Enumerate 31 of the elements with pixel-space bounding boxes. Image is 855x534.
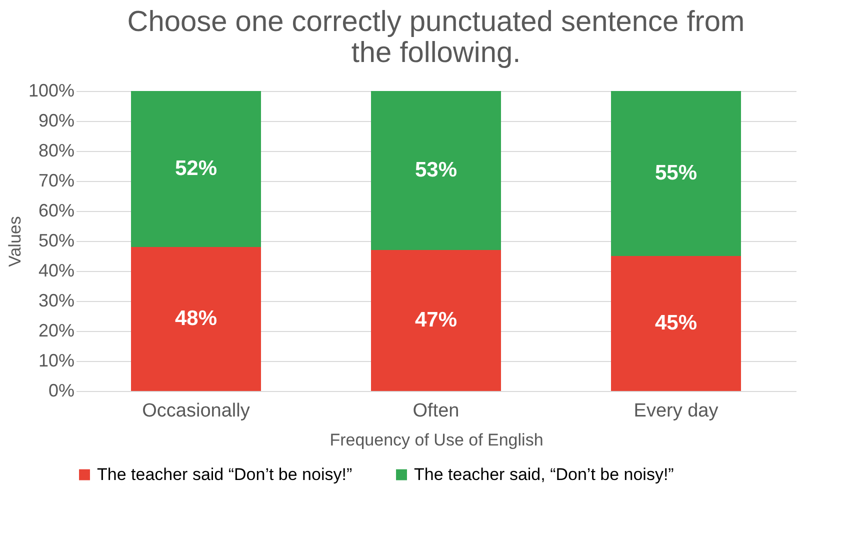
data-label: 55%: [654, 162, 698, 184]
y-tick-label: 90%: [38, 110, 74, 130]
data-label: 53%: [414, 158, 458, 182]
bar: [371, 250, 501, 391]
y-axis-title: Values: [5, 216, 24, 267]
bar: [611, 256, 741, 391]
bar: [371, 91, 501, 250]
y-tick-label: 70%: [38, 170, 74, 190]
data-label: 45%: [654, 312, 698, 334]
y-tick-label: 80%: [38, 140, 74, 160]
data-label: 47%: [414, 308, 458, 332]
y-tick-label: 40%: [38, 260, 74, 280]
y-tick-label: 30%: [38, 290, 74, 310]
x-tick-label: Occasionally: [142, 400, 250, 422]
x-axis-title: Frequency of Use of English: [330, 430, 544, 450]
chart-title: Choose one correctly punctuated sentence from the following.: [127, 6, 745, 69]
y-tick-label: 20%: [38, 320, 74, 340]
x-tick-label: Often: [412, 400, 460, 422]
data-label: 48%: [174, 307, 218, 330]
data-label: 52%: [174, 157, 218, 180]
bar: [131, 91, 261, 247]
y-tick-label: 50%: [38, 230, 74, 250]
legend-label: The teacher said “Don’t be noisy!”: [97, 464, 352, 484]
x-tick-label: Every day: [634, 400, 719, 422]
legend-label: The teacher said, “Don’t be noisy!”: [414, 464, 674, 484]
y-tick-label: 0%: [48, 380, 74, 400]
y-tick-label: 60%: [38, 200, 74, 220]
bar: [611, 91, 741, 256]
y-tick-label: 100%: [28, 80, 74, 100]
bar: [131, 247, 261, 391]
y-tick-label: 10%: [38, 350, 74, 370]
